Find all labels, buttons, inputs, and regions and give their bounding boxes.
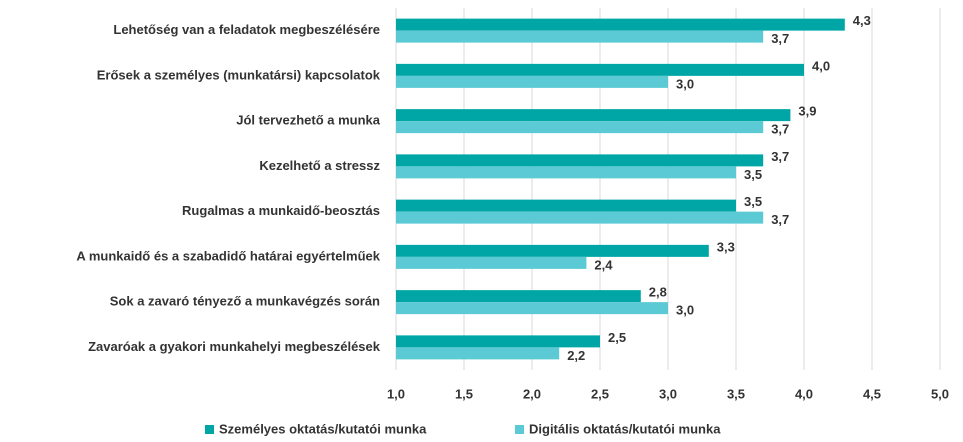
x-tick-label: 3,5 — [727, 386, 745, 401]
data-label: 4,3 — [853, 13, 871, 28]
x-tick-label: 3,0 — [659, 386, 677, 401]
category-label: Zavaróak a gyakori munkahelyi megbeszélé… — [88, 339, 381, 354]
bar — [396, 63, 804, 76]
bar — [396, 109, 791, 122]
bar — [396, 211, 764, 224]
bar — [396, 75, 668, 88]
data-label: 3,9 — [798, 104, 816, 119]
bar — [396, 18, 845, 31]
data-label: 4,0 — [812, 58, 830, 73]
data-label: 3,7 — [771, 31, 789, 46]
category-label: A munkaidő és a szabadidő határai egyért… — [76, 248, 380, 263]
bar — [396, 199, 736, 212]
data-label: 3,7 — [771, 149, 789, 164]
x-tick-label: 2,0 — [523, 386, 541, 401]
data-label: 3,7 — [771, 122, 789, 137]
data-label: 2,5 — [608, 330, 626, 345]
category-label: Rugalmas a munkaidő-beosztás — [182, 203, 380, 218]
category-label: Kezelhető a stressz — [259, 158, 380, 173]
data-label: 3,5 — [744, 194, 762, 209]
bar — [396, 302, 668, 315]
data-label: 3,7 — [771, 212, 789, 227]
x-tick-label: 1,0 — [387, 386, 405, 401]
x-tick-label: 4,5 — [863, 386, 881, 401]
bar — [396, 30, 764, 43]
x-tick-label: 1,5 — [455, 386, 473, 401]
category-label: Sok a zavaró tényező a munkavégzés során — [110, 294, 380, 309]
data-label: 3,0 — [676, 76, 694, 91]
category-label: Erősek a személyes (munkatársi) kapcsola… — [97, 67, 381, 82]
bar — [396, 256, 587, 269]
data-label: 3,0 — [676, 303, 694, 318]
data-label: 2,2 — [567, 348, 585, 363]
legend-swatch — [205, 425, 214, 434]
data-label: 2,8 — [649, 285, 667, 300]
bar — [396, 154, 764, 167]
x-tick-label: 2,5 — [591, 386, 609, 401]
bar — [396, 335, 600, 348]
legend-swatch — [515, 425, 524, 434]
legend-label: Személyes oktatás/kutatói munka — [219, 421, 427, 436]
category-label: Jól tervezhető a munka — [236, 113, 381, 128]
data-label: 3,3 — [717, 239, 735, 254]
bar — [396, 121, 764, 134]
bar — [396, 166, 736, 179]
x-tick-label: 4,0 — [795, 386, 813, 401]
data-label: 2,4 — [594, 257, 613, 272]
data-label: 3,5 — [744, 167, 762, 182]
x-tick-label: 5,0 — [931, 386, 949, 401]
category-label: Lehetőség van a feladatok megbeszélésére — [113, 22, 380, 37]
bar — [396, 290, 641, 303]
bar — [396, 347, 560, 360]
legend-label: Digitális oktatás/kutatói munka — [529, 421, 721, 436]
bar — [396, 244, 709, 257]
